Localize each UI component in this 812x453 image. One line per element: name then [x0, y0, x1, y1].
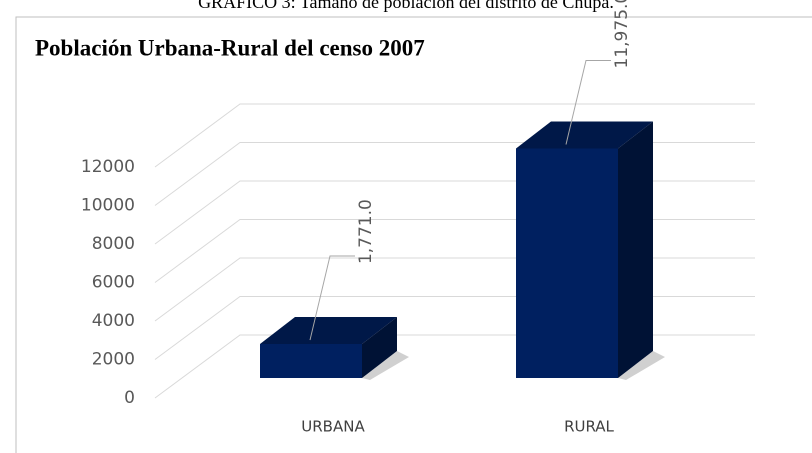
leader-line [565, 59, 611, 145]
y-tick-label: 2000 [92, 350, 135, 370]
leader-line [309, 255, 355, 341]
bar-shadow [618, 351, 665, 380]
bar-shadow [362, 351, 409, 380]
bar-face [516, 148, 618, 378]
grid-line [154, 296, 755, 360]
grid-line [154, 334, 755, 399]
grid-line [154, 219, 755, 283]
grid-line [154, 180, 755, 245]
chart-title: Población Urbana-Rural del censo 2007 [35, 35, 425, 60]
data-label: 11,975.0 [612, 0, 632, 68]
bar-face [260, 344, 362, 378]
bar-face [260, 317, 397, 345]
y-tick-label: 8000 [92, 234, 135, 254]
frame [15, 16, 812, 453]
y-tick-label: 4000 [92, 311, 135, 331]
y-tick-label: 12000 [81, 157, 135, 177]
y-tick-label: 0 [124, 388, 135, 408]
data-label: 1,771.0 [356, 199, 376, 264]
x-tick-label: URBANA [301, 418, 365, 436]
bar-face [362, 317, 397, 378]
bar-face [618, 121, 653, 379]
grid-line [154, 142, 755, 206]
grid-line [154, 257, 755, 322]
y-tick-label: 10000 [81, 196, 135, 216]
caption: GRÁFICO 3: Tamaño de población del distr… [198, 0, 614, 12]
y-tick-label: 6000 [92, 273, 135, 293]
bar [260, 317, 397, 378]
grid-line [154, 103, 755, 168]
bar [516, 121, 653, 379]
x-tick-label: RURAL [564, 418, 614, 436]
bar-face [516, 121, 653, 149]
